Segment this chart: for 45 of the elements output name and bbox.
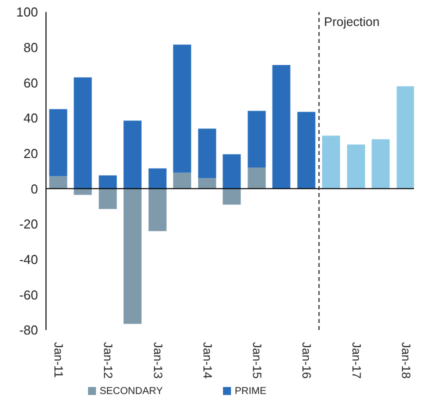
y-tick-label: 40 — [24, 110, 38, 126]
bar — [248, 110, 266, 168]
bar — [222, 154, 241, 189]
x-tick-label: Jan-12 — [101, 342, 116, 380]
ref-line-label: Projection — [324, 15, 380, 29]
bar — [98, 188, 117, 209]
bar — [198, 128, 216, 178]
x-tick-label: Jan-17 — [349, 342, 364, 380]
bar — [198, 178, 216, 189]
y-tick-label: -60 — [19, 287, 38, 302]
bar — [74, 77, 92, 189]
legend-label: PRIME — [234, 386, 266, 397]
y-tick-label: 0 — [30, 181, 38, 196]
y-tick-label: 20 — [24, 146, 38, 161]
bar — [248, 167, 266, 189]
bar — [49, 109, 68, 176]
bar — [173, 44, 192, 173]
bar — [372, 139, 390, 189]
x-tick-label: Jan-14 — [200, 342, 214, 380]
bar — [148, 188, 167, 232]
y-tick-label: 80 — [24, 40, 38, 55]
y-tick-label: -40 — [19, 252, 38, 267]
bar — [322, 136, 340, 189]
bar — [173, 172, 192, 189]
bar — [74, 188, 92, 195]
bar — [98, 175, 117, 189]
x-tick-label: Jan-15 — [250, 342, 264, 380]
x-tick-label: Jan-11 — [52, 342, 66, 378]
legend-label: SECONDARY — [100, 386, 163, 397]
x-tick-label: Jan-16 — [300, 342, 314, 380]
bar — [297, 112, 316, 189]
x-tick-label: Jan-18 — [398, 342, 413, 380]
y-tick-label: -80 — [19, 322, 38, 338]
bar — [396, 86, 414, 189]
bar — [222, 188, 241, 205]
bar — [49, 176, 68, 189]
y-tick-label: 100 — [16, 4, 38, 20]
bar — [272, 65, 290, 189]
bar — [148, 168, 167, 189]
y-tick-label: 60 — [24, 75, 38, 90]
bar — [124, 188, 142, 324]
x-tick-label: Jan-13 — [150, 342, 165, 380]
bar — [124, 120, 142, 189]
y-tick-label: -20 — [19, 216, 38, 232]
bar — [347, 144, 366, 189]
